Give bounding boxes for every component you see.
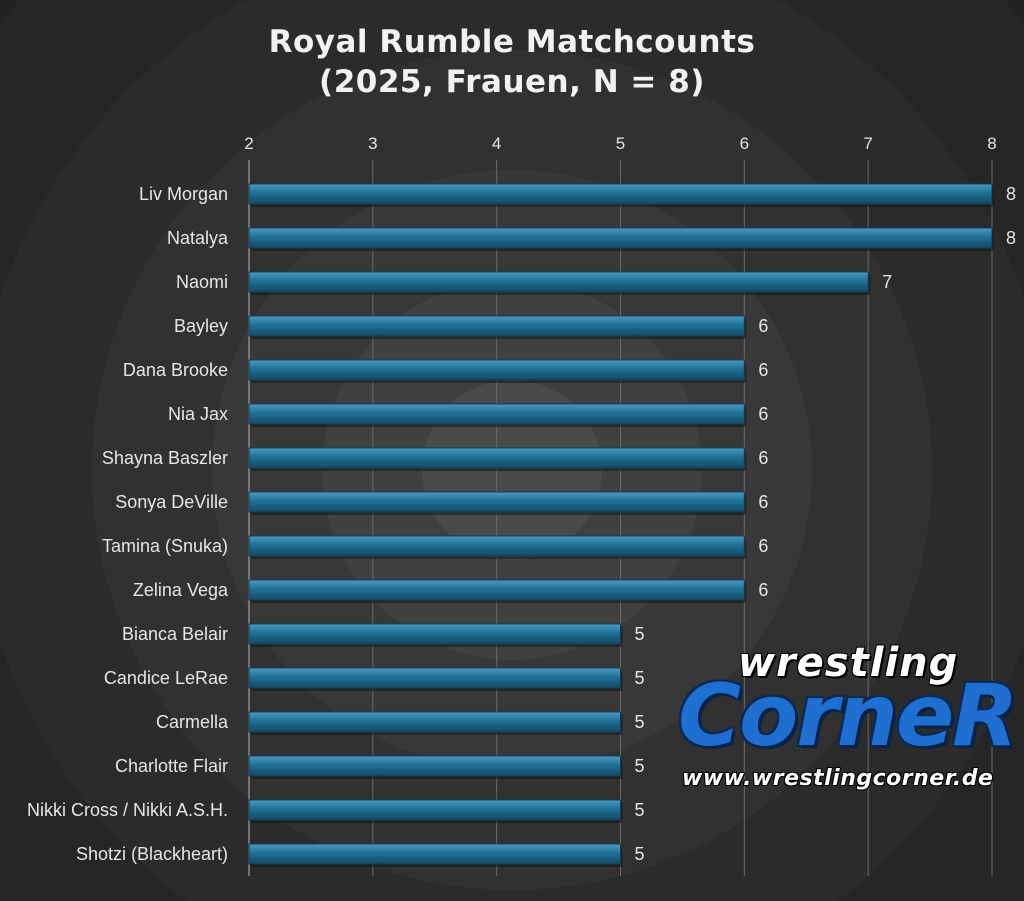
data-label: 5 [635,624,645,644]
value-labels: 8 8 7 6 6 6 6 6 6 6 5 5 5 5 5 5 [635,184,1017,864]
bar [248,183,993,205]
bar [248,667,621,689]
category-label: Zelina Vega [133,580,229,600]
chart-title: Royal Rumble Matchcounts (2025, Frauen, … [0,22,1024,102]
x-tick-label: 7 [863,134,872,153]
chart-title-line-1: Royal Rumble Matchcounts [268,24,756,60]
category-label: Liv Morgan [139,184,228,204]
data-label: 6 [758,360,768,380]
data-label: 5 [635,712,645,732]
data-label: 6 [758,316,768,336]
logo-text-corner: CorneR [678,666,1018,766]
bar [248,623,621,645]
category-label: Shotzi (Blackheart) [76,844,228,864]
bar [248,271,869,293]
x-tick-label: 6 [740,134,749,153]
category-label: Naomi [176,272,228,292]
logo-text-url: www.wrestlingcorner.de [682,766,994,791]
data-label: 6 [758,404,768,424]
data-label: 6 [758,492,768,512]
bar [248,447,745,469]
category-label: Shayna Baszler [102,448,228,468]
bar [248,799,621,821]
bar [248,755,621,777]
bar [248,579,745,601]
bar [248,359,745,381]
logo-text-wrestling: wrestling [738,640,959,686]
category-label: Bianca Belair [122,624,228,644]
category-label: Bayley [174,316,228,336]
bars [248,183,994,867]
x-tick-label: 2 [244,134,253,153]
category-label: Nikki Cross / Nikki A.S.H. [27,800,228,820]
category-label: Dana Brooke [123,360,228,380]
data-label: 5 [635,800,645,820]
category-label: Sonya DeVille [115,492,228,512]
data-label: 8 [1006,184,1016,204]
bar [248,843,621,865]
data-label: 8 [1006,228,1016,248]
bar [248,403,745,425]
x-axis-ticks: 2 3 4 5 6 7 8 [244,134,996,153]
bar [248,491,745,513]
x-tick-label: 4 [492,134,501,153]
x-tick-label: 8 [987,134,996,153]
data-label: 6 [758,448,768,468]
data-label: 6 [758,536,768,556]
wrestlingcorner-logo: wrestling CorneR www.wrestlingcorner.de [668,640,1018,800]
category-label: Nia Jax [168,404,228,424]
category-label: Tamina (Snuka) [102,536,228,556]
data-label: 5 [635,668,645,688]
category-label: Candice LeRae [104,668,228,688]
x-tick-label: 5 [616,134,625,153]
category-label: Carmella [156,712,229,732]
data-label: 5 [635,844,645,864]
bar [248,711,621,733]
data-label: 7 [882,272,892,292]
chart-title-line-2: (2025, Frauen, N = 8) [319,64,705,100]
data-label: 5 [635,756,645,776]
data-label: 6 [758,580,768,600]
x-tick-label: 3 [368,134,377,153]
bar [248,535,745,557]
category-labels: Liv Morgan Natalya Naomi Bayley Dana Brooke N… [27,184,229,864]
category-label: Charlotte Flair [115,756,228,776]
bar [248,227,993,249]
category-label: Natalya [167,228,229,248]
bar [248,315,745,337]
